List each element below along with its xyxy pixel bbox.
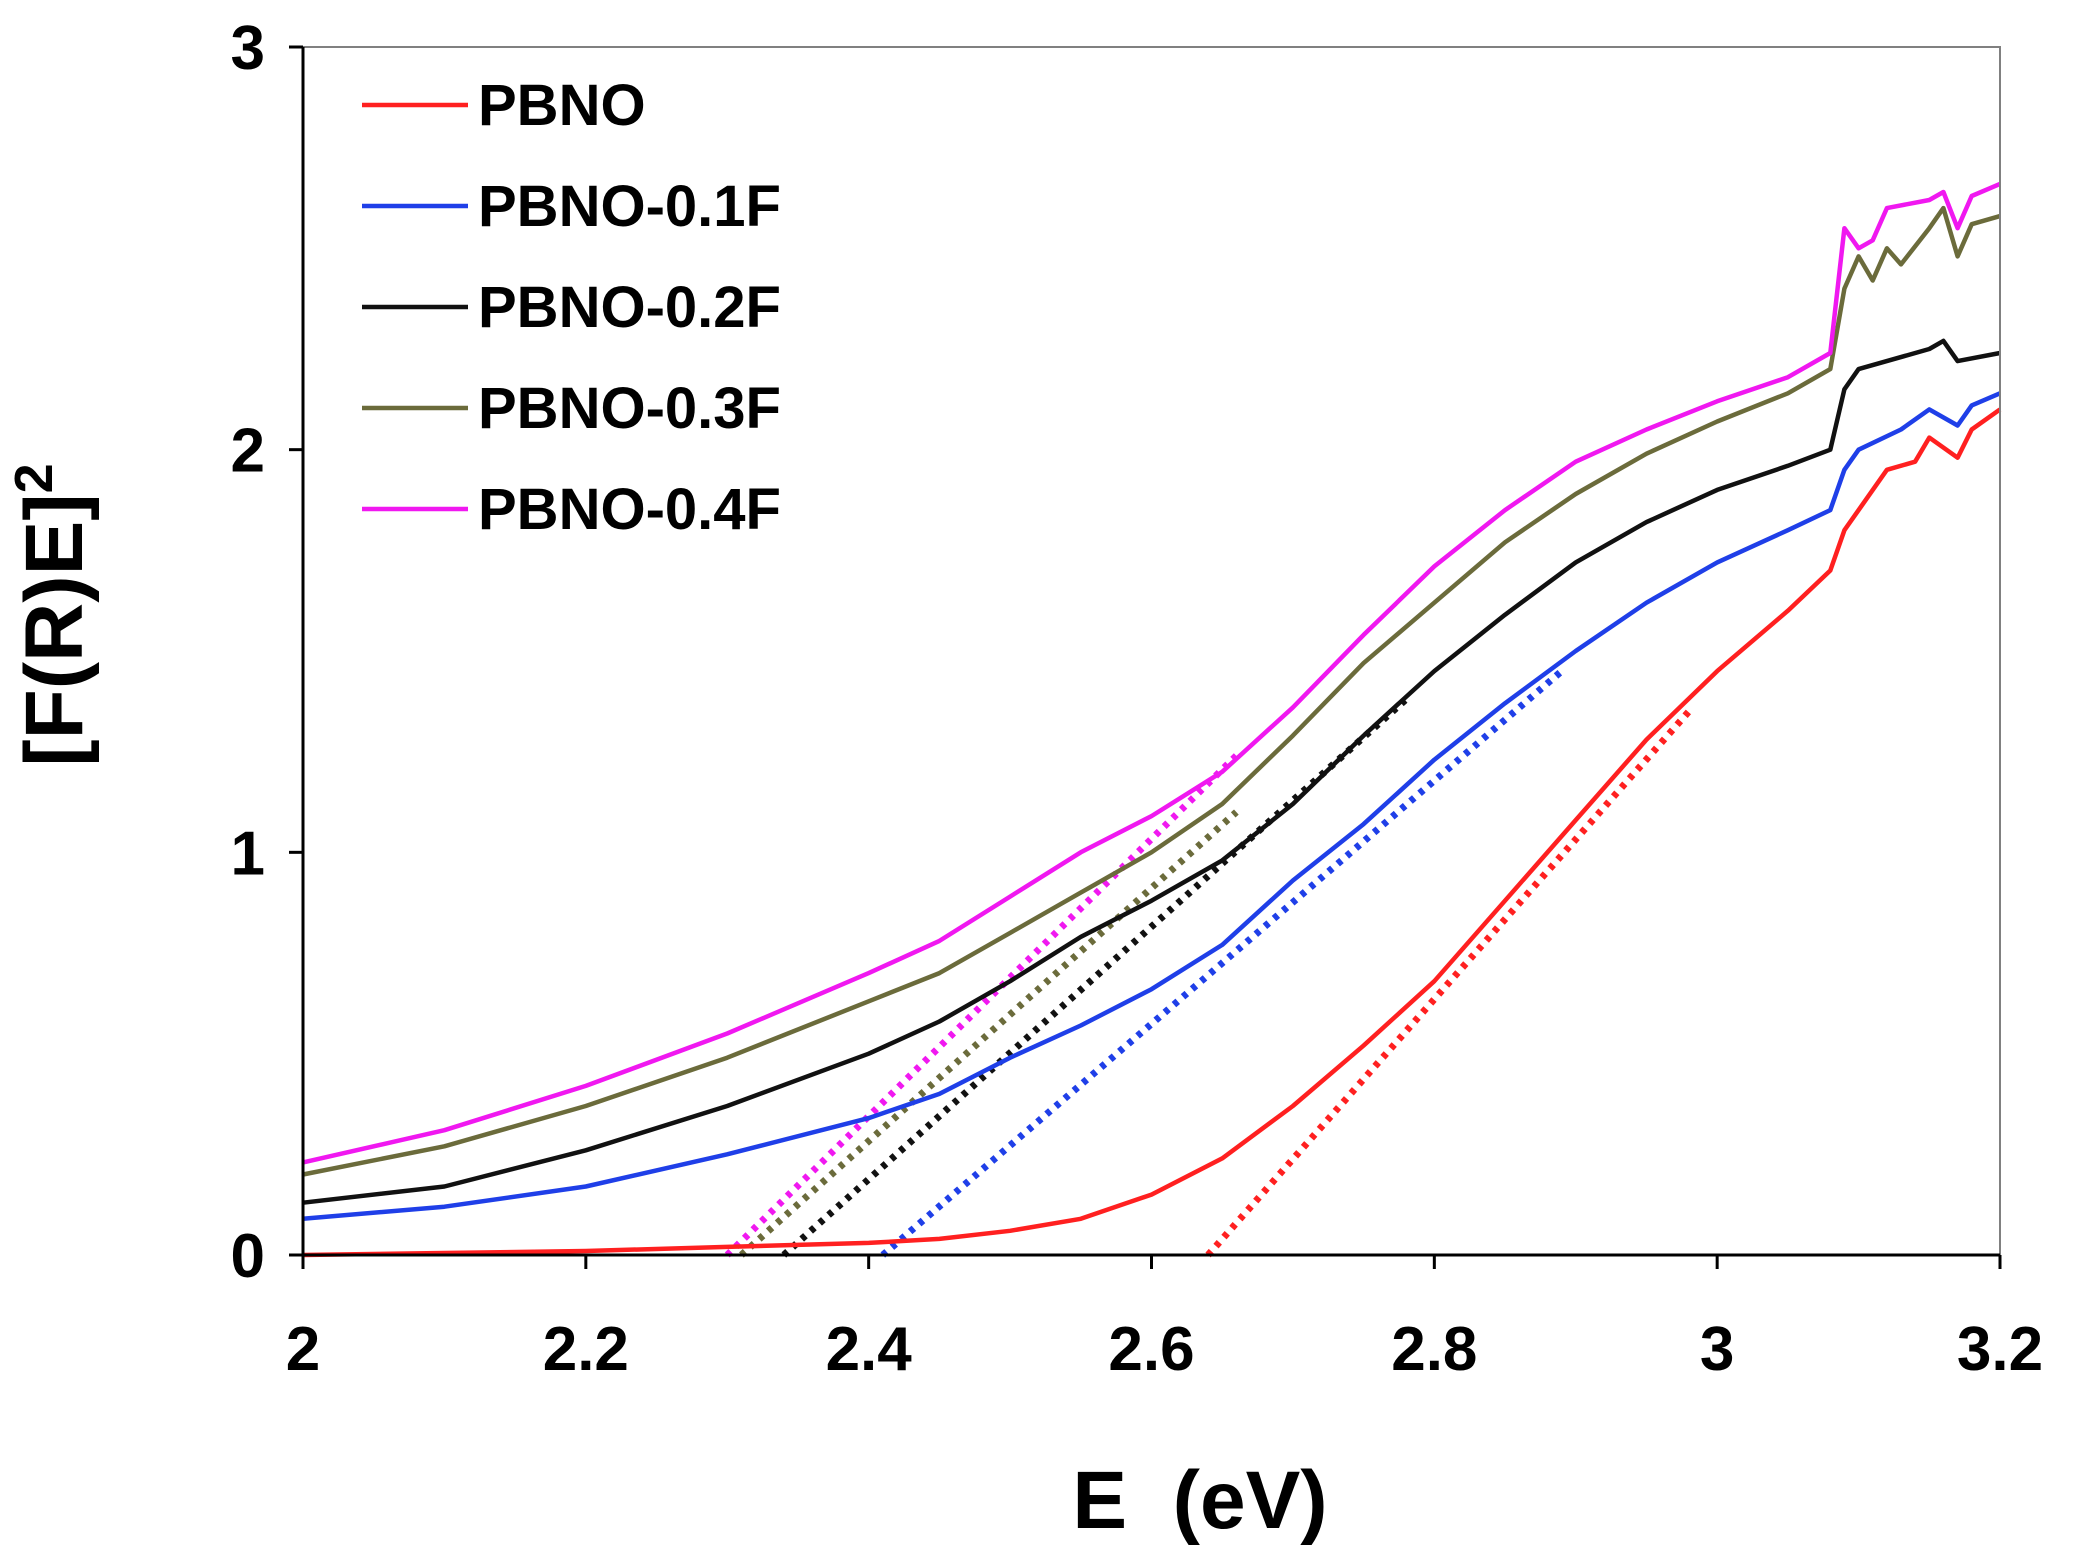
series-line-pbno-04f [302, 181, 2001, 1165]
x-tick-label: 3.2 [1957, 1315, 2043, 1384]
y-axis-title-superscript: 2 [4, 463, 64, 493]
plot-area [302, 181, 2002, 1258]
y-tick-label: 1 [231, 819, 265, 888]
y-axis-title: [F(R)E]2 [4, 463, 100, 766]
x-tick-label: 2 [286, 1315, 320, 1384]
series-line-pbno-02f [302, 338, 2001, 1205]
series-line-pbno [302, 407, 2002, 1258]
x-tick-label: 2.2 [543, 1315, 629, 1384]
tangent-line-pbno-04f [724, 753, 1239, 1258]
y-tick-label: 0 [231, 1222, 265, 1291]
legend-label: PBNO-0.4F [478, 477, 781, 542]
x-tick-label: 2.6 [1108, 1315, 1194, 1384]
legend-label: PBNO-0.1F [478, 174, 781, 239]
y-tick-label: 3 [231, 14, 265, 83]
x-tick-label: 2.8 [1391, 1315, 1477, 1384]
series-line-pbno-03f [302, 205, 2001, 1177]
legend-label: PBNO-0.2F [478, 275, 781, 340]
x-tick-label: 2.4 [826, 1315, 913, 1384]
axes: 2 2.2 2.4 2.6 2.8 3 3.2 0 1 2 3 [231, 14, 2044, 1384]
legend: PBNO PBNO-0.1F PBNO-0.2F PBNO-0.3F PBNO-0.4F [362, 73, 781, 542]
x-axis-title: E (eV) [1072, 1455, 1327, 1546]
x-tick-label: 3 [1700, 1315, 1734, 1384]
y-tick-label: 2 [231, 417, 265, 486]
legend-label: PBNO [478, 73, 646, 138]
tangent-line-pbno-03f [739, 809, 1239, 1258]
legend-label: PBNO-0.3F [478, 376, 781, 441]
y-axis-title-main: [F(R)E] [9, 493, 100, 766]
tangent-line-pbno-01f [880, 668, 1564, 1258]
series-line-pbno-01f [302, 391, 2001, 1222]
tangent-line-pbno [1205, 709, 1692, 1258]
